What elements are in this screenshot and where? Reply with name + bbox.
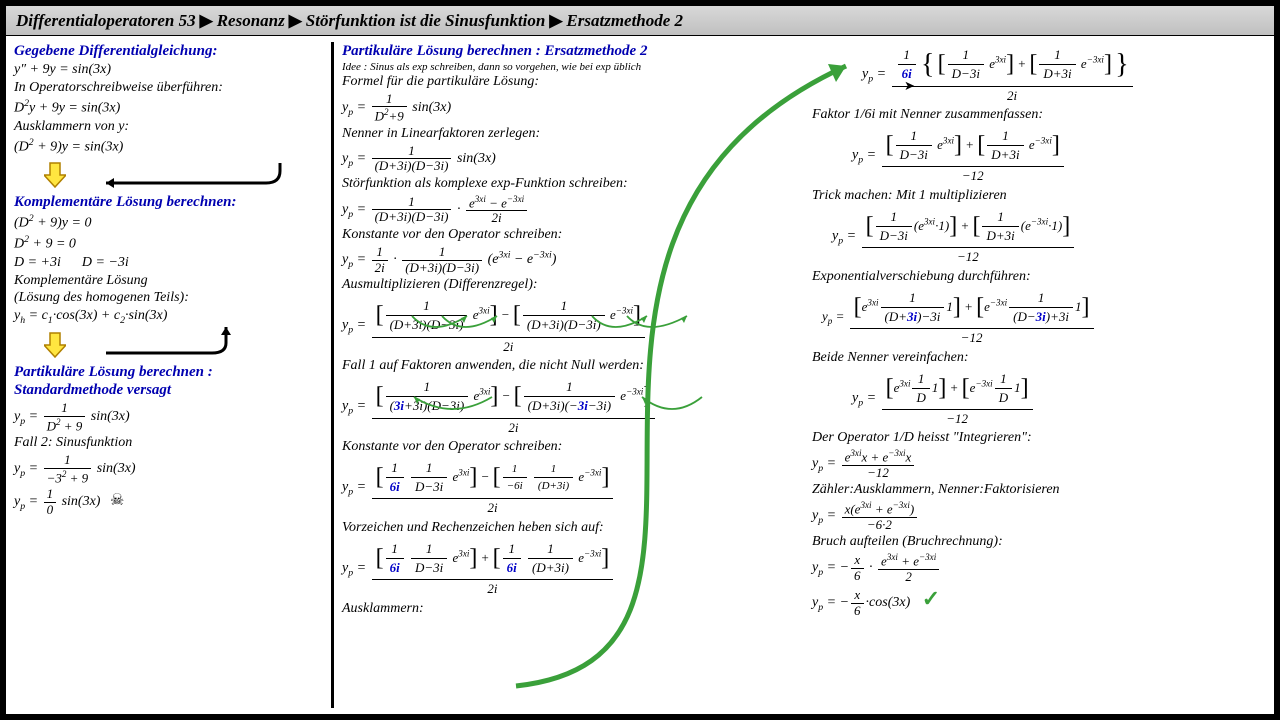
title-2: Resonanz [217, 11, 285, 31]
equation: yp = 1D2 + 9 sin(3x) [14, 401, 323, 433]
equation: y″ + 9y = sin(3x) [14, 62, 323, 78]
equation: (D2 + 9)y = sin(3x) [14, 137, 323, 156]
text: In Operatorschreibweise überführen: [14, 80, 323, 96]
down-arrow-icon [44, 331, 66, 359]
skull-icon: ☠ [110, 492, 124, 509]
triangle-icon: ▶ [549, 11, 562, 31]
text: Fall 2: Sinusfunktion [14, 435, 323, 451]
equation: yp = 16i { [1D−3i e3xi] + [1D+3i e−3xi] … [862, 44, 1266, 105]
text: (Lösung des homogenen Teils): [14, 290, 323, 306]
equation: D2 + 9 = 0 [14, 234, 323, 253]
check-icon: ✓ [922, 586, 940, 611]
down-arrow-icon [44, 161, 66, 189]
equation: (D2 + 9)y = 0 [14, 213, 323, 232]
title-4: Ersatzmethode 2 [566, 11, 683, 31]
title-bar: Differentialoperatoren 53 ▶ Resonanz ▶ S… [6, 6, 1274, 36]
heading: Partikuläre Lösung berechnen : [14, 364, 323, 381]
title-1: Differentialoperatoren 53 [16, 11, 196, 31]
big-green-arrow-icon [346, 36, 906, 716]
heading: Gegebene Differentialgleichung: [14, 43, 323, 60]
heading: Komplementäre Lösung berechnen: [14, 194, 323, 211]
triangle-icon: ▶ [289, 11, 302, 31]
equation: yp = 10 sin(3x) ☠ [14, 487, 323, 517]
heading: Standardmethode versagt [14, 382, 323, 399]
title-3: Störfunktion ist die Sinusfunktion [306, 11, 546, 31]
equation: yp = 1−32 + 9 sin(3x) [14, 453, 323, 485]
equation: yp = [1D−3i e3xi] + [1D+3i e−3xi] −12 [852, 125, 1266, 186]
text: Komplementäre Lösung [14, 273, 323, 289]
bracket-icon [96, 155, 296, 191]
equation: D2y + 9y = sin(3x) [14, 98, 323, 117]
triangle-icon: ▶ [200, 11, 213, 31]
equation: D = +3i D = −3i [14, 255, 323, 271]
equation: yp = [e3xi1D1] + [e−3xi1D1] −12 [852, 368, 1266, 429]
column-1: Gegebene Differentialgleichung: y″ + 9y … [14, 42, 334, 708]
text: Ausklammern von y: [14, 119, 323, 135]
bracket-icon [96, 323, 246, 359]
